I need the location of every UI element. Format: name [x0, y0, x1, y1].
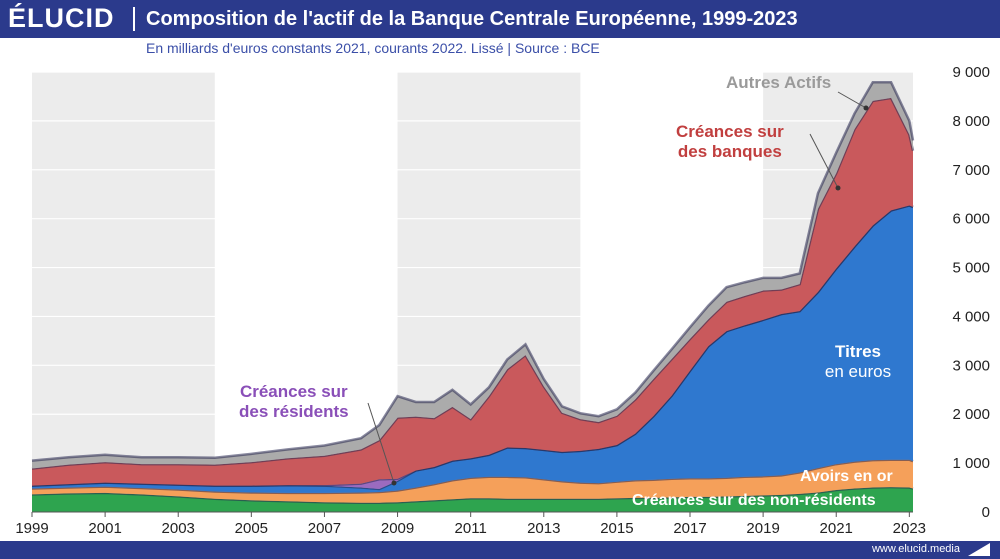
y-tick-label: 8 000 — [952, 113, 990, 130]
brand-logo: ÉLUCID — [8, 3, 115, 33]
x-tick-label: 2001 — [88, 520, 121, 537]
x-tick-label: 2015 — [600, 520, 633, 537]
elucid-triangle-icon — [968, 543, 990, 556]
label-creances-banques: Créances sur des banques — [676, 122, 784, 161]
label-creances-banques-line1: Créances sur — [676, 122, 784, 141]
label-creances-banques-line2: des banques — [677, 141, 782, 161]
area-Titres en euros — [32, 205, 913, 493]
header-bar: ÉLUCID Composition de l'actif de la Banq… — [0, 0, 1000, 38]
leader-dot-autres — [863, 105, 869, 111]
label-creances-residents-line2: des résidents — [239, 401, 349, 421]
x-tick-label: 2011 — [455, 520, 487, 537]
x-tick-label: 2017 — [673, 520, 706, 537]
shaded-band — [32, 72, 215, 512]
label-creances-residents: Créances sur des résidents — [239, 382, 349, 421]
x-tick-label: 2005 — [235, 520, 268, 537]
label-autres-actifs: Autres Actifs — [726, 73, 832, 92]
footer-url: www.elucid.media — [871, 543, 960, 555]
y-tick-label: 1 000 — [952, 455, 990, 472]
x-tick-label: 2019 — [746, 520, 779, 537]
y-tick-label: 2 000 — [952, 406, 990, 423]
label-creances-residents-line1: Créances sur — [239, 382, 348, 401]
y-tick-label: 4 000 — [952, 308, 990, 325]
leader-autres — [837, 91, 867, 109]
x-tick-label: 2021 — [820, 520, 853, 537]
leader-dot-banques — [835, 185, 841, 191]
leader-dot-residents — [391, 480, 397, 486]
y-tick-label: 3 000 — [952, 357, 990, 374]
x-tick-label: 1999 — [15, 520, 48, 537]
x-tick-label: 2007 — [308, 520, 341, 537]
y-axis: 0 1 000 2 000 3 000 4 000 5 000 6 000 7 000 8 00… — [952, 64, 990, 521]
leader-residents — [367, 402, 395, 484]
label-avoirs-or: Avoirs en or — [800, 468, 893, 485]
x-tick-label: 2009 — [381, 520, 414, 537]
x-tick-label: 2003 — [162, 520, 195, 537]
x-tick-label: 2013 — [527, 520, 560, 537]
label-titres-line2: en euros — [824, 361, 892, 381]
area-Avoirs en or — [32, 459, 913, 503]
label-titres: Titres en euros — [814, 342, 902, 381]
chart-title: Composition de l'actif de la Banque Cent… — [146, 8, 798, 30]
y-tick-label: 6 000 — [952, 211, 990, 228]
label-non-residents: Créances sur des non-résidents — [632, 492, 876, 509]
y-tick-label: 0 — [982, 504, 990, 521]
leader-banques — [809, 133, 839, 189]
label-titres-line1: Titres — [835, 342, 881, 361]
x-axis: 1999 2001 2003 2005 2007 2009 2011 2013 2015 2017… — [15, 512, 926, 537]
chart-area: 1999 2001 2003 2005 2007 2009 2011 2013 2015 2017… — [15, 64, 990, 537]
y-tick-label: 7 000 — [952, 162, 990, 179]
x-tick-label: 2023 — [893, 520, 926, 537]
label-leaders — [367, 91, 869, 486]
y-tick-label: 5 000 — [952, 260, 990, 277]
header-divider — [133, 7, 135, 31]
y-tick-label: 9 000 — [952, 64, 990, 81]
stacked-areas — [31, 81, 915, 513]
chart-subtitle: En milliards d'euros constants 2021, cou… — [146, 40, 600, 56]
footer-bar: www.elucid.media — [0, 541, 1000, 559]
area-edge-Autres Actifs — [31, 81, 915, 462]
